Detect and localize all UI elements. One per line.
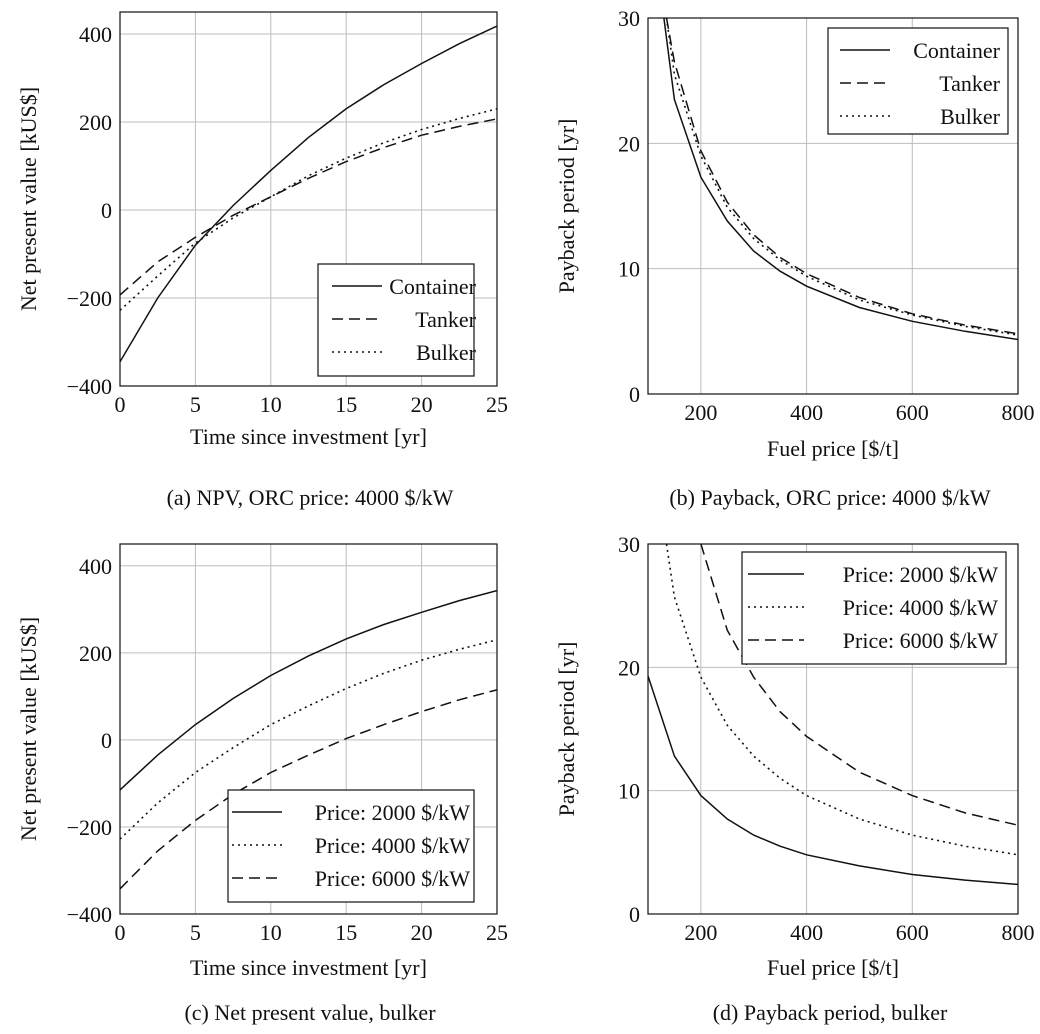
x-tick-label: 15 <box>335 920 357 945</box>
y-tick-label: 20 <box>618 131 640 156</box>
y-tick-label: 0 <box>629 902 640 927</box>
legend-label: Tanker <box>939 71 1000 96</box>
y-tick-label: 0 <box>629 382 640 407</box>
y-tick-label: −200 <box>67 286 112 311</box>
series-line-bulker <box>665 18 1018 336</box>
y-tick-label: −400 <box>67 374 112 399</box>
y-tick-label: 400 <box>79 554 112 579</box>
y-tick-label: 400 <box>79 22 112 47</box>
chart-panel-b: 200 400 600 800 0 10 20 30 Container Tanker Bulker… <box>554 6 1035 510</box>
x-tick-label: 200 <box>684 920 717 945</box>
x-tick-label: 800 <box>1002 920 1035 945</box>
legend: Price: 2000 $/kW Price: 4000 $/kW Price: 6… <box>227 789 475 903</box>
series-line-bulker <box>120 108 497 311</box>
y-tick-label: 0 <box>101 198 112 223</box>
x-tick-label: 400 <box>790 920 823 945</box>
x-tick-label: 15 <box>335 392 357 417</box>
series-group <box>648 544 1018 886</box>
y-tick-label: −200 <box>67 815 112 840</box>
y-tick-label: 10 <box>618 779 640 804</box>
x-tick-label: 5 <box>190 392 201 417</box>
series-line-container <box>663 18 1018 341</box>
x-tick-label: 400 <box>790 400 823 425</box>
x-tick-label: 0 <box>115 920 126 945</box>
y-tick-label: 200 <box>79 641 112 666</box>
x-tick-label: 10 <box>260 920 282 945</box>
panel-caption: (a) NPV, ORC price: 4000 $/kW <box>167 485 454 510</box>
x-tick-label: 25 <box>486 920 508 945</box>
legend-label: Price: 6000 $/kW <box>315 866 470 891</box>
legend: Container Tanker Bulker <box>827 27 1009 135</box>
legend-label: Price: 2000 $/kW <box>315 800 470 825</box>
x-tick-label: 600 <box>896 400 929 425</box>
chart-panel-c: 0 5 10 15 20 25 −400 −200 0 200 400 Price: 2000 $/k… <box>16 543 508 1025</box>
y-tick-label: −400 <box>67 902 112 927</box>
legend-label: Price: 4000 $/kW <box>315 833 470 858</box>
x-tick-label: 200 <box>684 400 717 425</box>
legend-label: Bulker <box>940 104 1001 129</box>
legend-label: Price: 6000 $/kW <box>843 628 998 653</box>
series-line-price-4000-kw <box>665 544 1018 856</box>
x-tick-label: 0 <box>115 392 126 417</box>
series-line-price-6000-kw <box>700 544 1018 826</box>
plot-frame <box>647 17 1019 395</box>
series-line-price-2000-kw <box>648 675 1018 886</box>
legend-label: Container <box>389 274 476 299</box>
panel-caption: (d) Payback period, bulker <box>713 1000 948 1025</box>
legend: Price: 2000 $/kW Price: 4000 $/kW Price: 6… <box>741 551 1007 665</box>
chart-panel-a: 0 5 10 15 20 25 −400 −200 0 200 400 Container Tanker… <box>16 11 508 510</box>
series-group <box>663 18 1018 341</box>
legend-box <box>741 551 1007 665</box>
y-tick-label: 0 <box>101 728 112 753</box>
legend-label: Tanker <box>415 307 476 332</box>
x-axis-label: Time since investment [yr] <box>190 424 427 449</box>
legend-label: Container <box>913 38 1000 63</box>
y-tick-label: 200 <box>79 110 112 135</box>
series-group <box>120 589 497 890</box>
x-axis-label: Fuel price [$/t] <box>767 436 899 461</box>
legend: Container Tanker Bulker <box>317 263 477 377</box>
y-tick-label: 30 <box>618 532 640 557</box>
legend-box <box>317 263 475 377</box>
y-axis-label: Net present value [kUS$] <box>16 87 41 311</box>
y-tick-label: 10 <box>618 257 640 282</box>
x-tick-label: 10 <box>260 392 282 417</box>
y-axis-label: Payback period [yr] <box>554 119 579 294</box>
series-line-container <box>120 25 497 363</box>
panel-caption: (c) Net present value, bulker <box>184 1000 436 1025</box>
series-line-price-2000-kw <box>120 589 497 791</box>
series-line-tanker <box>665 18 1018 335</box>
legend-label: Price: 4000 $/kW <box>843 595 998 620</box>
panel-caption: (b) Payback, ORC price: 4000 $/kW <box>669 485 991 510</box>
x-tick-label: 5 <box>190 920 201 945</box>
series-group <box>120 25 497 363</box>
plot-frame <box>647 543 1019 915</box>
series-line-price-4000-kw <box>120 639 497 840</box>
series-line-price-6000-kw <box>120 689 497 890</box>
x-axis-label: Time since investment [yr] <box>190 955 427 980</box>
x-axis-label: Fuel price [$/t] <box>767 955 899 980</box>
x-tick-label: 600 <box>896 920 929 945</box>
plot-frame <box>119 543 498 915</box>
legend-label: Price: 2000 $/kW <box>843 562 998 587</box>
y-tick-label: 30 <box>618 6 640 31</box>
y-axis-label: Payback period [yr] <box>554 642 579 817</box>
series-line-tanker <box>120 118 497 296</box>
y-tick-label: 20 <box>618 655 640 680</box>
plot-frame <box>119 11 498 387</box>
y-axis-label: Net present value [kUS$] <box>16 617 41 841</box>
x-tick-label: 800 <box>1002 400 1035 425</box>
x-tick-label: 25 <box>486 392 508 417</box>
x-tick-label: 20 <box>411 920 433 945</box>
legend-label: Bulker <box>416 340 477 365</box>
legend-box <box>227 789 475 903</box>
x-tick-label: 20 <box>411 392 433 417</box>
